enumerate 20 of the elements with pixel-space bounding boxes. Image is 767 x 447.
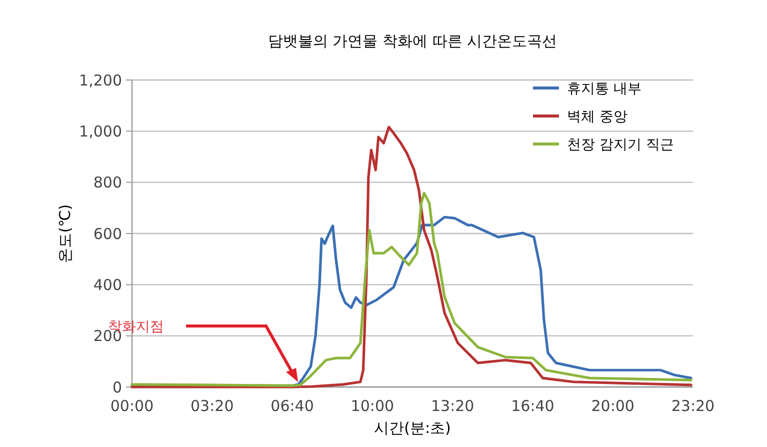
y-tick-label: 1,000 [79, 122, 122, 140]
chart-title: 담뱃불의 가연물 착화에 따른 시간온도곡선 [268, 32, 558, 50]
y-tick-label: 800 [93, 174, 122, 192]
x-tick-label: 03:20 [190, 397, 234, 415]
x-tick-label: 10:00 [350, 397, 394, 415]
y-tick-label: 0 [112, 378, 122, 396]
x-tick-label: 13:20 [430, 397, 474, 415]
y-axis-title: 온도(℃) [56, 204, 74, 263]
x-tick-label: 06:40 [270, 397, 314, 415]
x-tick-label: 16:40 [511, 397, 554, 415]
y-tick-label: 600 [93, 224, 122, 243]
x-axis-title: 시간(분:초) [374, 419, 451, 437]
x-tick-label: 20:00 [591, 397, 634, 415]
y-tick-label: 1,200 [79, 71, 122, 90]
legend-label: 벽체 중앙 [567, 109, 628, 125]
y-tick-label: 400 [93, 276, 122, 294]
legend-label: 천장 감지기 직근 [567, 137, 674, 153]
x-tick-label: 00:00 [110, 397, 154, 415]
x-tick-label: 23:20 [671, 397, 715, 415]
legend-label: 휴지통 내부 [567, 81, 642, 97]
